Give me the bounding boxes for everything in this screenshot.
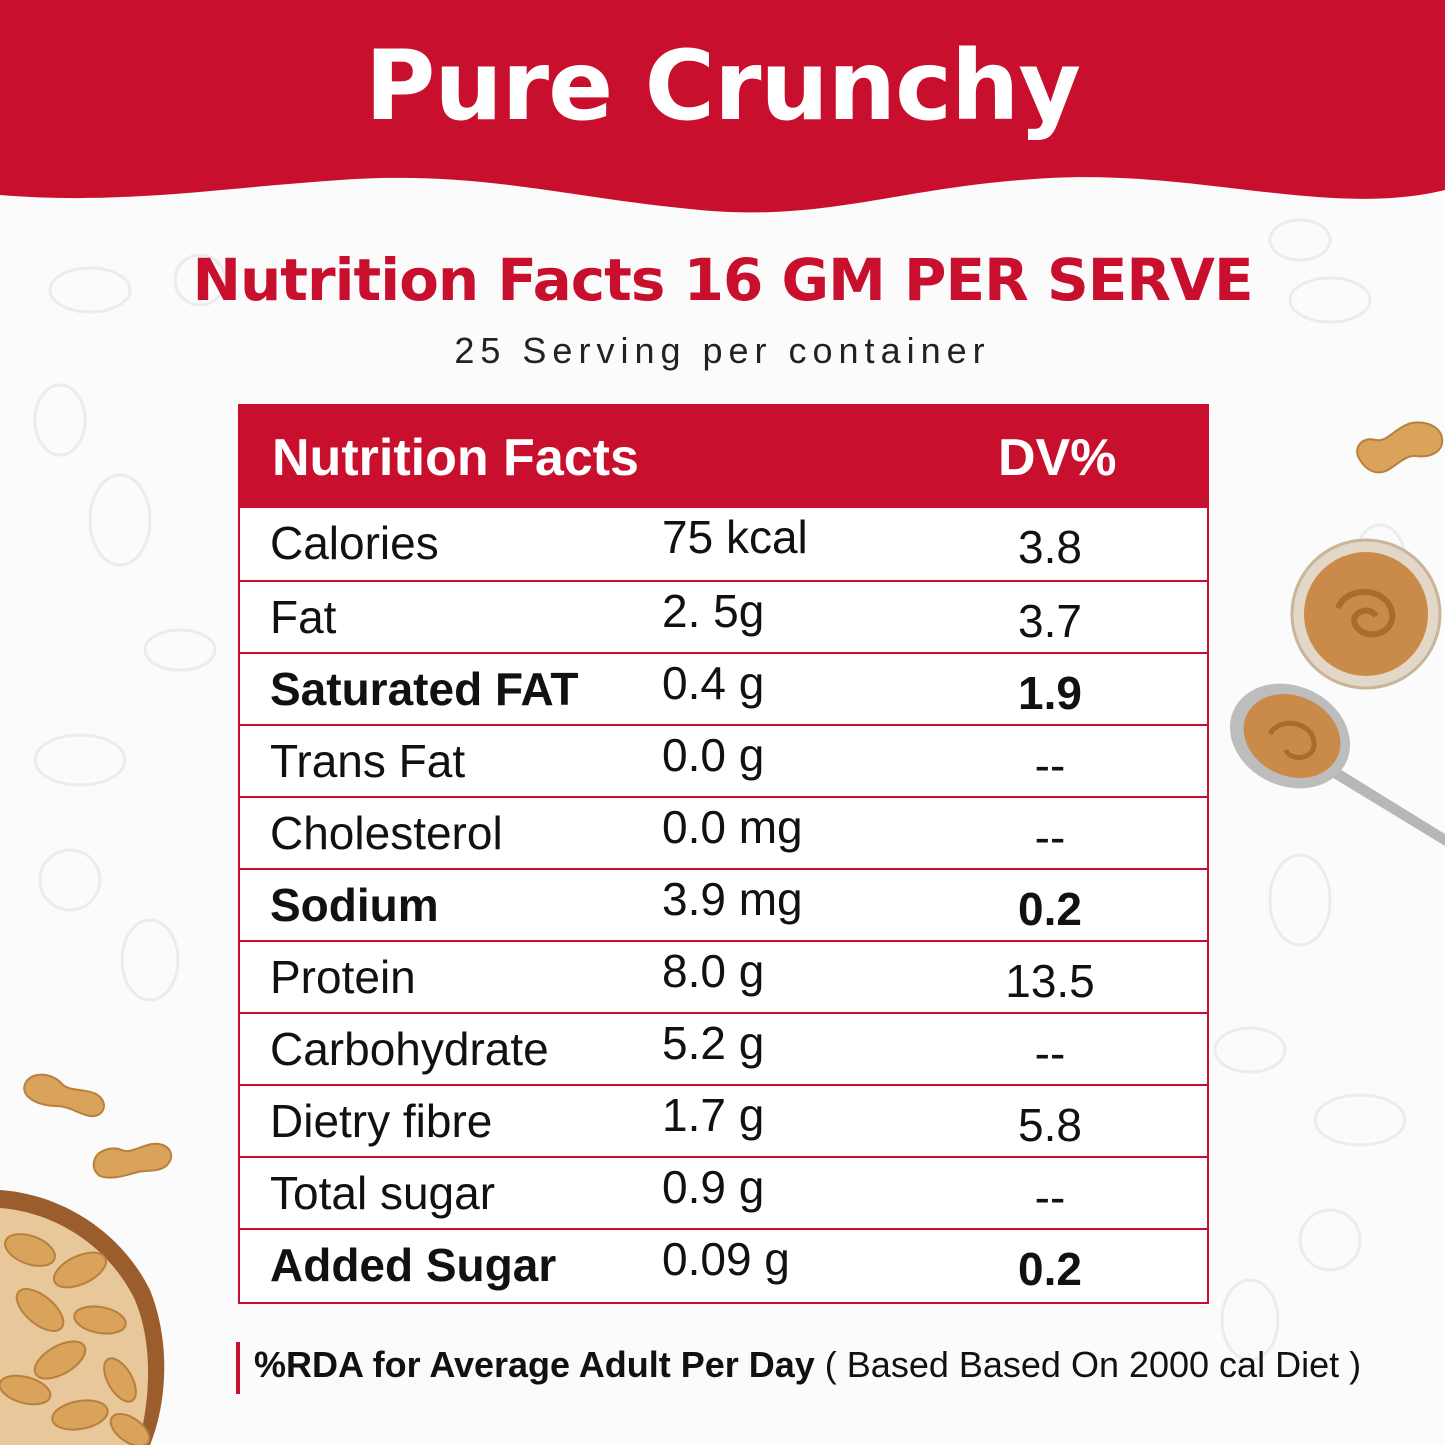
nutrient-name: Dietry fibre (270, 1095, 493, 1147)
nutrient-amount: 1.7 g (662, 1089, 765, 1141)
nutrient-amount: 0.09 g (662, 1233, 790, 1285)
nutrient-amount: 5.2 g (662, 1017, 765, 1069)
nutrient-name: Saturated FAT (270, 663, 579, 715)
nutrient-dv: 0.2 (1018, 1243, 1082, 1295)
table-row: Saturated FAT 0.4 g 1.9 (240, 652, 1207, 724)
nutrient-amount: 0.4 g (662, 657, 765, 709)
footer-diet-note: ( Based Based On 2000 cal Diet ) (814, 1344, 1362, 1385)
nutrient-amount: 0.0 mg (662, 801, 803, 853)
nutrient-name: Cholesterol (270, 807, 503, 859)
nutrient-dv: -- (1034, 1171, 1066, 1223)
product-title: Pure Crunchy (365, 30, 1081, 142)
column-header-dv: DV% (998, 429, 1117, 487)
nutrient-name: Protein (270, 951, 416, 1003)
nutrient-amount: 3.9 mg (662, 873, 803, 925)
table-header: Nutrition Facts DV% (240, 406, 1207, 508)
nutrient-dv: -- (1034, 811, 1066, 863)
footer-rda-label: %RDA for Average Adult Per Day (254, 1344, 815, 1385)
nutrient-name: Carbohydrate (270, 1023, 549, 1075)
table-row: Fat 2. 5g 3.7 (240, 580, 1207, 652)
nutrient-amount: 0.9 g (662, 1161, 765, 1213)
servings-subheading: 25 Serving per container (454, 330, 991, 371)
peanut-butter-bowl-image (1290, 538, 1442, 690)
table-row: Carbohydrate 5.2 g -- (240, 1012, 1207, 1084)
nutrition-table: Nutrition Facts DV% Calories 75 kcal 3.8 Fa… (238, 404, 1209, 1304)
table-row: Cholesterol 0.0 mg -- (240, 796, 1207, 868)
peanut-butter-spoon-image (1229, 683, 1445, 846)
footer-accent-bar (236, 1342, 240, 1394)
nutrient-amount: 0.0 g (662, 729, 765, 781)
footer-note: %RDA for Average Adult Per Day ( Based B… (254, 1344, 1361, 1386)
nutrient-dv: 3.8 (1018, 521, 1082, 573)
peanut-bowl-image (0, 1190, 165, 1445)
nutrient-name: Sodium (270, 879, 439, 931)
nutrient-name: Total sugar (270, 1167, 496, 1219)
table-row: Calories 75 kcal 3.8 (240, 508, 1207, 580)
peanut-shells-left-image (23, 1073, 173, 1179)
nutrient-amount: 2. 5g (662, 585, 765, 637)
column-header-nutrition: Nutrition Facts (272, 429, 639, 487)
table-row: Trans Fat 0.0 g -- (240, 724, 1207, 796)
nutrient-amount: 8.0 g (662, 945, 765, 997)
nutrient-name: Trans Fat (270, 735, 466, 787)
nutrient-dv: 3.7 (1018, 595, 1082, 647)
nutrient-name: Calories (270, 517, 439, 569)
nutrient-dv: 1.9 (1018, 667, 1082, 719)
table-row: Dietry fibre 1.7 g 5.8 (240, 1084, 1207, 1156)
nutrient-dv: 0.2 (1018, 883, 1082, 935)
nutrient-dv: 13.5 (1005, 955, 1095, 1007)
nutrient-dv: 5.8 (1018, 1099, 1082, 1151)
nutrient-amount: 75 kcal (662, 511, 808, 563)
table-row: Added Sugar 0.09 g 0.2 (240, 1228, 1207, 1300)
table-row: Sodium 3.9 mg 0.2 (240, 868, 1207, 940)
peanut-shell-top-right-image (1356, 421, 1444, 474)
nutrient-name: Added Sugar (270, 1239, 557, 1291)
table-row: Protein 8.0 g 13.5 (240, 940, 1207, 1012)
table-row: Total sugar 0.9 g -- (240, 1156, 1207, 1228)
nutrient-dv: -- (1034, 1027, 1066, 1079)
nutrient-name: Fat (270, 591, 337, 643)
header-banner (0, 0, 1445, 213)
nutrition-heading: Nutrition Facts 16 GM PER SERVE (192, 246, 1253, 314)
nutrient-dv: -- (1034, 739, 1066, 791)
